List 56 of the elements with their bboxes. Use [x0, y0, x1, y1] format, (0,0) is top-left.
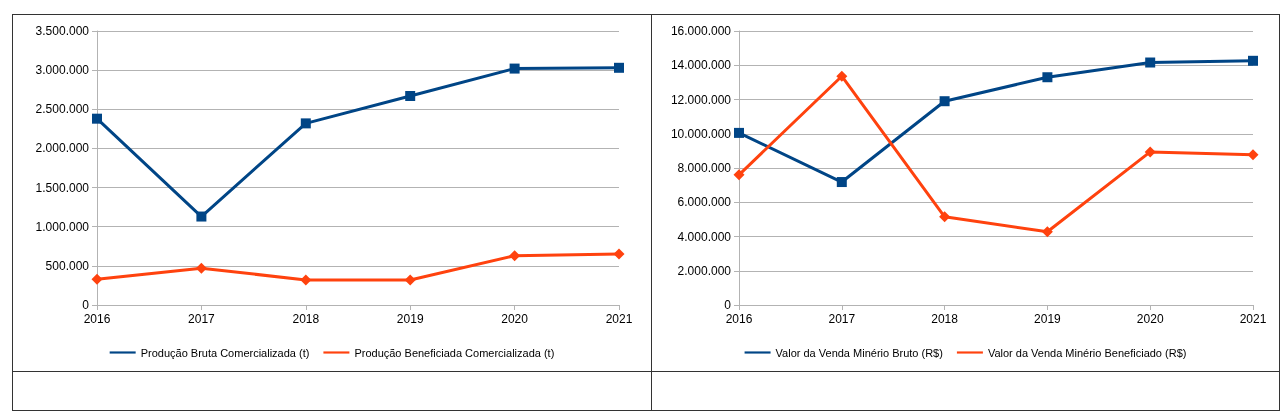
y-tick-label: 16.000.000	[670, 24, 732, 38]
y-tick-label: 3.500.000	[35, 24, 90, 38]
x-tick-label: 2021	[605, 312, 633, 326]
x-tick-label: 2016	[83, 312, 111, 326]
y-tick-label: 10.000.000	[670, 126, 732, 141]
x-tick-label: 2019	[396, 312, 424, 326]
legend-label: Valor da Venda Minério Bruto (R$)	[775, 346, 943, 359]
legend-label: Produção Bruta Comercializada (t)	[140, 346, 310, 359]
point	[1248, 55, 1258, 66]
x-tick-label: 2016	[725, 312, 753, 326]
x-tick-label: 2021	[1239, 312, 1267, 326]
legend-label: Produção Beneficiada Comercializada (t)	[354, 346, 555, 359]
point	[1247, 149, 1259, 161]
point	[836, 177, 847, 188]
y-tick-label: 12.000.000	[670, 92, 732, 107]
point	[614, 62, 624, 73]
point	[1042, 72, 1053, 83]
x-tick-label: 2017	[828, 312, 856, 326]
point	[734, 127, 744, 138]
y-tick-label: 8.000.000	[677, 161, 732, 175]
point	[300, 274, 312, 286]
x-tick-label: 2020	[501, 312, 529, 326]
point	[1041, 226, 1053, 238]
point	[195, 262, 207, 274]
y-tick-label: 0	[724, 298, 732, 312]
y-tick-label: 0	[82, 298, 90, 312]
legend-label: Valor da Venda Minério Beneficiado (R$)	[987, 346, 1187, 359]
point	[733, 169, 745, 181]
y-tick-label: 3.000.000	[35, 63, 90, 78]
point	[613, 248, 625, 260]
x-tick-label: 2020	[1136, 312, 1164, 326]
x-tick-label: 2019	[1034, 312, 1062, 326]
point	[196, 211, 207, 222]
x-tick-label: 2018	[931, 312, 959, 326]
point	[404, 274, 416, 286]
y-tick-label: 4.000.000	[677, 229, 732, 244]
y-tick-label: 1.000.000	[35, 219, 90, 234]
x-tick-label: 2017	[188, 312, 216, 326]
y-tick-label: 14.000.000	[670, 58, 732, 73]
point	[1144, 146, 1156, 158]
x-tick-label: 2018	[292, 312, 320, 326]
point	[1145, 57, 1156, 68]
point	[939, 211, 951, 223]
point	[92, 113, 102, 124]
point	[405, 90, 416, 101]
point	[300, 118, 311, 129]
y-tick-label: 2.000.000	[35, 141, 90, 156]
point	[836, 70, 848, 82]
y-tick-label: 500.000	[45, 258, 90, 273]
point	[939, 96, 950, 107]
point	[509, 63, 520, 74]
y-tick-label: 2.500.000	[35, 102, 90, 117]
y-tick-label: 1.500.000	[35, 180, 90, 195]
y-tick-label: 6.000.000	[677, 195, 732, 210]
y-tick-label: 2.000.000	[677, 263, 732, 278]
point	[91, 273, 103, 285]
